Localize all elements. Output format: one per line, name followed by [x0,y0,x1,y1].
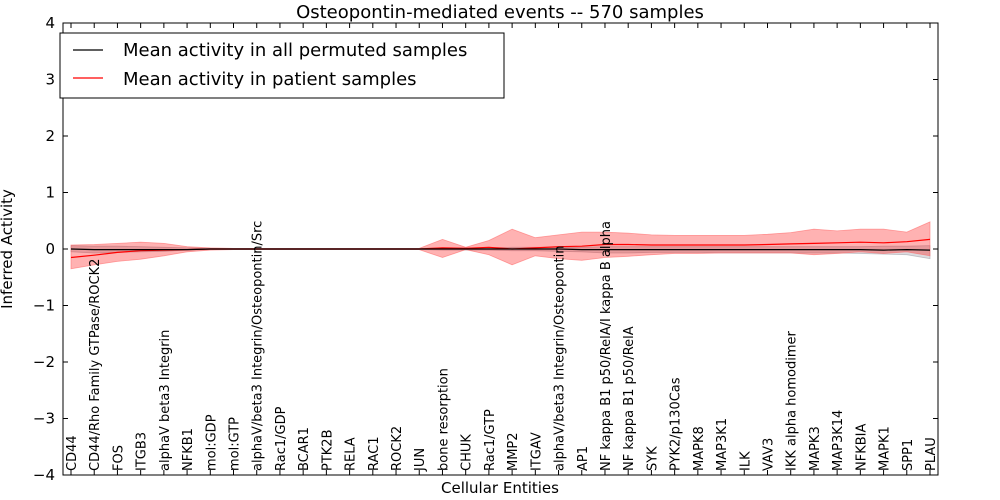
x-category-label: JUN [413,448,428,472]
x-category-label: alphaV/beta3 Integrin/Osteopontin [553,246,568,471]
x-category-label: NF kappa B1 p50/RelA/I kappa B alpha [599,221,614,471]
legend: Mean activity in all permuted samples Me… [59,32,505,99]
x-category-label: bone resorption [436,368,451,471]
x-category-label: SYK [645,446,660,471]
x-category-label: RAC1 [367,436,382,471]
x-category-label: CHUK [460,434,475,471]
x-category-label: mol:GDP [204,414,219,471]
x-category-label: NFKBIA [854,424,869,471]
x-category-label: MAP3K14 [831,410,846,471]
y-tick-label: 2 [45,127,55,145]
series-lines [70,238,931,259]
y-tick-label: −2 [33,353,55,371]
series-line-permuted [70,248,931,251]
legend-label-permuted: Mean activity in all permuted samples [123,40,467,61]
x-category-label: alphaV/beta3 Integrin/Osteopontin/Src [251,221,266,471]
x-category-label: Rac1/GDP [274,406,289,471]
x-category-label: SPP1 [901,439,916,471]
x-category-label: RELA [344,437,359,471]
y-tick-label: −1 [33,297,55,315]
x-category-label: CD44/Rho Family GTPase/ROCK2 [88,259,103,471]
x-axis-label: Cellular Entities [441,479,559,497]
y-tick-label: 0 [45,240,55,258]
x-category-label: NFKB1 [181,428,196,471]
x-category-label: ROCK2 [390,426,405,471]
x-category-label: BCAR1 [297,427,312,471]
y-axis-label: Inferred Activity [0,189,16,309]
x-axis: CD44 CD44/Rho Family GTPase/ROCK2 FOS ITGB3… [65,23,939,475]
x-category-label: AP1 [576,446,591,471]
x-category-label: MAPK1 [878,426,893,471]
x-category-label: alphaV beta3 Integrin [158,330,173,471]
x-category-label: mol:GTP [228,417,243,471]
x-category-label: MAPK3 [808,426,823,471]
x-category-label: MAPK8 [692,426,707,471]
x-category-label: ILK [738,451,753,471]
chart-title: Osteopontin-mediated events -- 570 sampl… [296,2,704,23]
y-tick-label: −4 [33,466,55,484]
x-category-label: IKK alpha homodimer [785,330,800,471]
x-category-label: CD44 [65,435,80,471]
legend-label-patient: Mean activity in patient samples [123,69,417,90]
x-category-label: PLAU [924,437,939,471]
x-category-label: ITGAV [529,432,544,471]
y-tick-label: −3 [33,410,55,428]
x-category-label: PYK2/p130Cas [669,377,684,471]
x-category-label: MMP2 [506,432,521,471]
x-category-label: Rac1/GTP [483,409,498,471]
y-tick-label: 1 [45,184,55,202]
legend-box [59,32,505,99]
x-category-label: PTK2B [320,430,335,472]
x-category-label: ITGB3 [135,432,150,471]
x-category-label: MAP3K1 [715,418,730,471]
y-tick-label: 4 [45,14,55,32]
y-tick-label: 3 [45,71,55,89]
x-category-label: VAV3 [761,438,776,471]
x-category-label: FOS [111,445,126,471]
x-category-label: NF kappa B1 p50/RelA [622,326,637,471]
